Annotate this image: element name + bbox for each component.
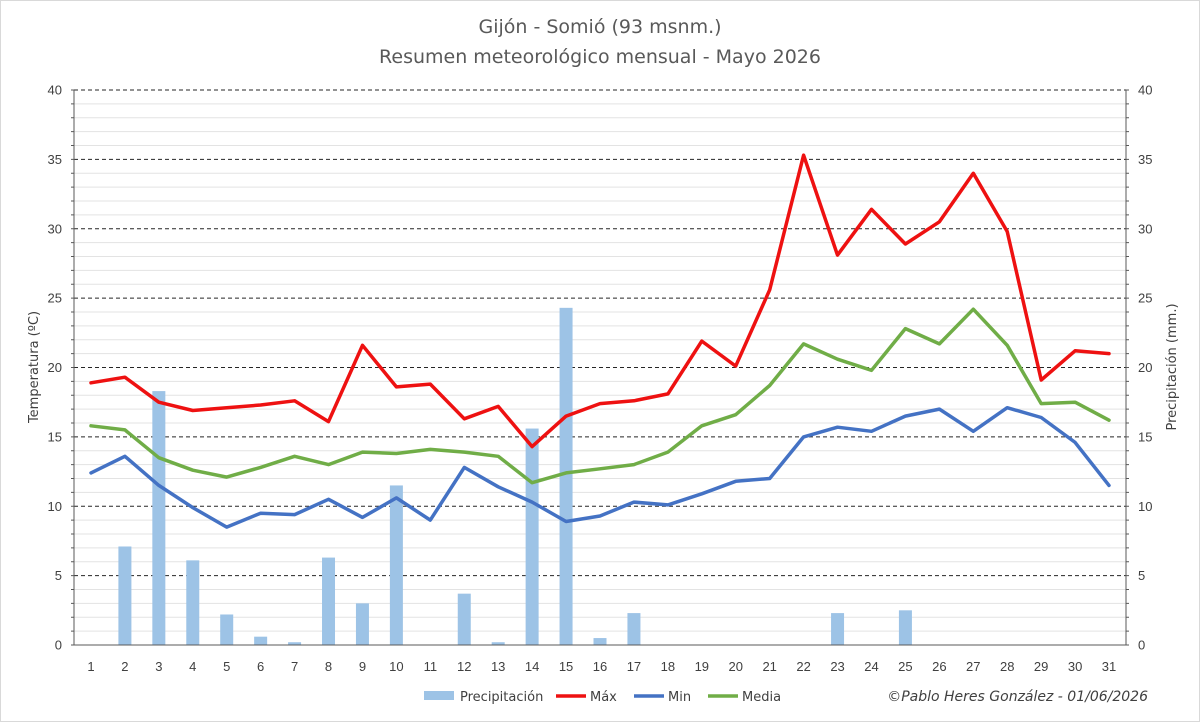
x-tick-label: 8 bbox=[325, 659, 332, 674]
y-tick-label-left: 10 bbox=[48, 499, 62, 514]
y-axis-label-right: Precipitación (mm.) bbox=[1165, 303, 1180, 430]
y-tick-label-right: 10 bbox=[1138, 499, 1152, 514]
x-tick-label: 5 bbox=[223, 659, 230, 674]
x-tick-label: 1 bbox=[87, 659, 94, 674]
legend-label: Media bbox=[742, 690, 781, 705]
precipitation-bar bbox=[559, 307, 573, 645]
legend: Precipitación Máx Min Media bbox=[424, 690, 781, 705]
x-tick-label: 10 bbox=[389, 659, 403, 674]
y-tick-label-left: 5 bbox=[55, 568, 62, 583]
precipitation-bar bbox=[322, 557, 336, 645]
y-tick-label-right: 0 bbox=[1138, 638, 1145, 653]
y-tick-label-right: 35 bbox=[1138, 152, 1152, 167]
x-tick-label: 3 bbox=[155, 659, 162, 674]
x-tick-label: 21 bbox=[762, 659, 776, 674]
y-tick-label-left: 0 bbox=[55, 638, 62, 653]
y-tick-label-left: 40 bbox=[48, 83, 62, 98]
y-tick-label-right: 20 bbox=[1138, 360, 1152, 375]
y-tick-label-left: 20 bbox=[48, 360, 62, 375]
x-tick-label: 17 bbox=[627, 659, 641, 674]
y-tick-label-right: 15 bbox=[1138, 429, 1152, 444]
temperature-lines bbox=[89, 153, 1111, 529]
precipitation-bar bbox=[220, 614, 234, 645]
precipitation-bars bbox=[118, 307, 912, 645]
y-tick-label-left: 35 bbox=[48, 152, 62, 167]
x-tick-label: 27 bbox=[966, 659, 980, 674]
x-tick-label: 22 bbox=[796, 659, 810, 674]
x-tick-label: 18 bbox=[661, 659, 675, 674]
x-tick-label: 29 bbox=[1034, 659, 1048, 674]
chart-subtitle: Resumen meteorológico mensual - Mayo 202… bbox=[379, 46, 821, 68]
x-tick-label: 20 bbox=[729, 659, 743, 674]
series-line-máx bbox=[89, 153, 1111, 449]
legend-swatch-bar bbox=[424, 691, 454, 700]
y-tick-label-left: 15 bbox=[48, 429, 62, 444]
x-tick-label: 12 bbox=[457, 659, 471, 674]
precipitation-bar bbox=[152, 391, 166, 645]
precipitation-bar bbox=[525, 428, 539, 645]
precipitation-bar bbox=[457, 593, 471, 645]
x-tick-label: 9 bbox=[359, 659, 366, 674]
x-tick-label: 13 bbox=[491, 659, 505, 674]
credit-text: ©Pablo Heres González - 01/06/2026 bbox=[887, 689, 1148, 705]
legend-label: Min bbox=[668, 690, 691, 705]
x-tick-label: 25 bbox=[898, 659, 912, 674]
x-tick-label: 2 bbox=[121, 659, 128, 674]
precipitation-bar bbox=[186, 560, 200, 645]
series-line-min bbox=[89, 405, 1111, 529]
precipitation-bar bbox=[118, 546, 132, 645]
precipitation-bar bbox=[491, 642, 505, 645]
x-tick-label: 14 bbox=[525, 659, 539, 674]
y-tick-label-right: 30 bbox=[1138, 221, 1152, 236]
y-tick-label-right: 40 bbox=[1138, 83, 1152, 98]
x-tick-label: 16 bbox=[593, 659, 607, 674]
y-tick-label-right: 5 bbox=[1138, 568, 1145, 583]
x-tick-label: 23 bbox=[830, 659, 844, 674]
series-line-media bbox=[89, 307, 1111, 485]
y-tick-label-left: 25 bbox=[48, 291, 62, 306]
x-tick-label: 7 bbox=[291, 659, 298, 674]
precipitation-bar bbox=[898, 610, 912, 645]
x-tick-label: 26 bbox=[932, 659, 946, 674]
precipitation-bar bbox=[389, 485, 403, 645]
legend-label: Máx bbox=[590, 690, 617, 705]
x-tick-label: 24 bbox=[864, 659, 878, 674]
x-tick-label: 6 bbox=[257, 659, 264, 674]
precipitation-bar bbox=[831, 613, 845, 645]
precipitation-bar bbox=[593, 638, 607, 645]
precipitation-bar bbox=[355, 603, 369, 645]
y-tick-label-right: 25 bbox=[1138, 291, 1152, 306]
y-tick-label-left: 30 bbox=[48, 221, 62, 236]
precipitation-bar bbox=[627, 613, 641, 645]
precipitation-bar bbox=[254, 636, 268, 645]
gridlines bbox=[74, 89, 1126, 632]
x-tick-label: 28 bbox=[1000, 659, 1014, 674]
x-tick-label: 11 bbox=[424, 659, 438, 674]
x-tick-label: 4 bbox=[189, 659, 196, 674]
x-tick-label: 15 bbox=[559, 659, 573, 674]
precipitation-bar bbox=[288, 642, 302, 645]
x-tick-label: 31 bbox=[1102, 659, 1116, 674]
legend-label: Precipitación bbox=[460, 690, 543, 705]
x-tick-label: 19 bbox=[695, 659, 709, 674]
x-tick-label: 30 bbox=[1068, 659, 1082, 674]
y-axis-label-left: Temperatura (ºC) bbox=[27, 311, 42, 424]
chart-title: Gijón - Somió (93 msnm.) bbox=[478, 16, 721, 38]
